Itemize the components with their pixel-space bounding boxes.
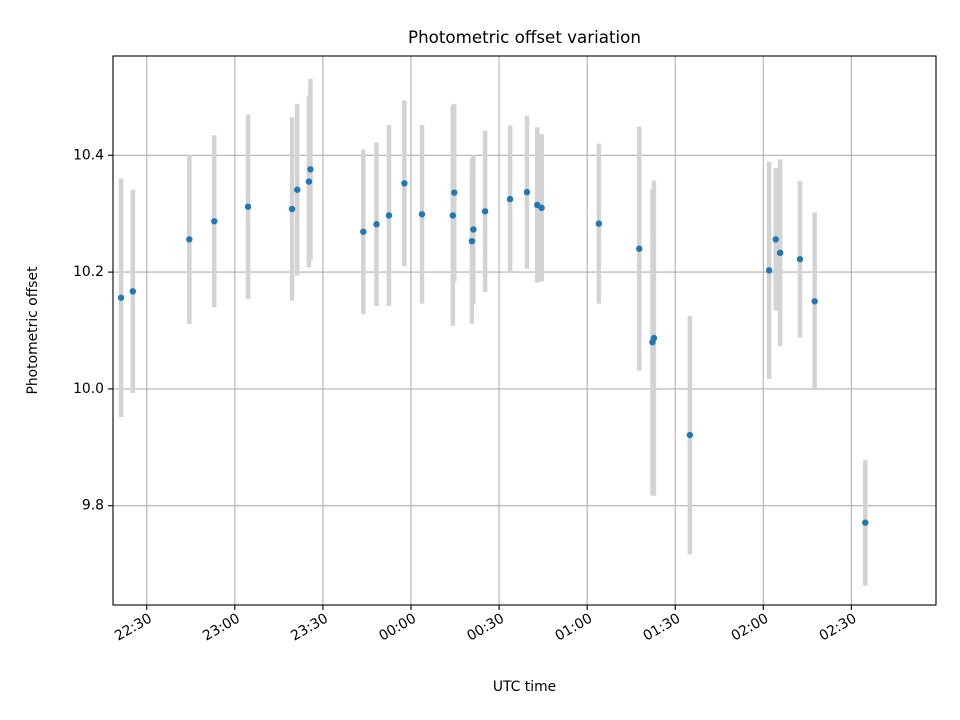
data-point — [451, 189, 458, 196]
data-point — [862, 519, 869, 526]
data-point — [481, 208, 489, 215]
chart-title: Photometric offset variation — [408, 27, 641, 47]
data-point — [650, 334, 658, 342]
data-point — [468, 237, 476, 245]
data-point — [288, 205, 296, 213]
data-point — [129, 288, 137, 295]
x-axis-title: UTC time — [493, 679, 556, 695]
data-point — [449, 212, 457, 219]
data-point — [373, 221, 380, 228]
data-point — [538, 204, 545, 212]
data-point — [636, 245, 643, 252]
y-tick-label: 10.4 — [73, 147, 104, 163]
data-point — [211, 218, 218, 225]
y-tick-label: 9.8 — [82, 498, 104, 514]
data-point — [470, 226, 477, 233]
data-point — [244, 203, 252, 210]
data-point — [811, 298, 818, 305]
data-point — [117, 294, 125, 301]
data-point — [385, 212, 393, 219]
y-tick-label: 10.0 — [73, 381, 104, 397]
data-point — [506, 195, 514, 203]
data-point — [776, 249, 784, 257]
y-axis-title: Photometric offset — [25, 266, 41, 395]
grid-lines — [113, 56, 936, 605]
data-point — [595, 220, 603, 227]
data-point — [523, 188, 531, 196]
data-point — [686, 431, 694, 439]
data-point — [401, 180, 408, 187]
y-tick-label: 10.2 — [73, 264, 104, 280]
data-point — [765, 267, 773, 274]
data-point — [418, 211, 426, 218]
data-points — [117, 166, 869, 526]
data-point — [360, 228, 367, 235]
data-point — [294, 186, 301, 193]
data-point — [796, 256, 804, 263]
plot-frame — [112, 55, 937, 606]
data-point — [186, 236, 193, 243]
data-point — [305, 178, 313, 185]
data-point — [307, 166, 314, 173]
data-point — [772, 236, 779, 243]
